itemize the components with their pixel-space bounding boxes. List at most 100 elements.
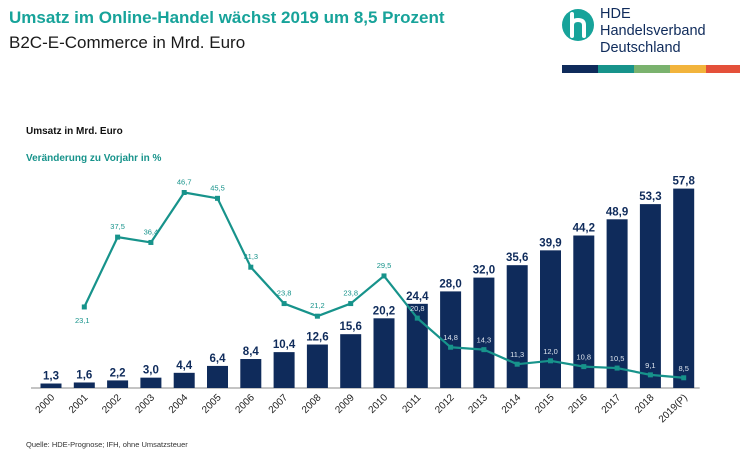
chart-title: Umsatz im Online-Handel wächst 2019 um 8… — [9, 8, 445, 27]
x-tick-label: 2004 — [167, 392, 191, 416]
hde-logo-text: HDE Handelsverband Deutschland — [600, 6, 706, 57]
bar — [406, 303, 428, 388]
line-point — [414, 315, 420, 321]
line-value-label: 20,8 — [410, 304, 425, 313]
line-point — [181, 190, 187, 196]
bar — [673, 188, 695, 388]
line-value-label: 37,5 — [110, 222, 125, 231]
bar — [639, 204, 661, 388]
x-tick-label: 2001 — [67, 392, 91, 416]
legend-revenue: Umsatz in Mrd. Euro — [26, 126, 123, 137]
line-point — [215, 195, 220, 201]
line-value-label: 31,3 — [243, 252, 258, 261]
line-value-label: 12,0 — [543, 347, 558, 356]
logo-stripe — [598, 65, 634, 73]
line-value-label: 14,8 — [443, 333, 458, 342]
bar — [240, 359, 262, 388]
x-tick-label: 2019(P) — [657, 392, 690, 425]
logo-line-1: HDE — [600, 6, 631, 22]
x-tick-label: 2018 — [633, 392, 657, 416]
bar — [606, 219, 628, 388]
x-tick-label: 2003 — [134, 392, 158, 416]
bar-value-label: 39,9 — [539, 237, 561, 249]
bar — [506, 265, 528, 388]
x-tick-label: 2006 — [233, 392, 257, 416]
line-point — [81, 304, 87, 310]
line-point — [314, 313, 320, 319]
hde-logo-icon — [562, 9, 594, 41]
line-point — [348, 301, 354, 307]
line-value-label: 10,8 — [576, 353, 591, 362]
x-tick-label: 2016 — [566, 392, 590, 416]
line-value-label: 29,5 — [377, 261, 392, 270]
line-point — [514, 361, 520, 367]
line-value-label: 23,1 — [75, 316, 90, 325]
bar-value-label: 57,8 — [673, 176, 696, 188]
line-point — [548, 358, 553, 364]
line-value-label: 9,1 — [645, 361, 655, 370]
bar — [473, 277, 495, 388]
line-point — [647, 372, 653, 378]
x-tick-label: 2002 — [100, 392, 124, 416]
line-point — [614, 365, 620, 371]
line-value-label: 14,3 — [477, 336, 492, 345]
bar-value-label: 24,4 — [406, 291, 429, 303]
bar-value-label: 28,0 — [439, 278, 461, 290]
bar — [306, 344, 328, 388]
hde-logo: HDE Handelsverband Deutschland — [558, 4, 740, 74]
bar-value-label: 2,2 — [110, 367, 126, 379]
logo-stripe — [706, 65, 740, 73]
bar-value-label: 3,0 — [143, 365, 159, 377]
bar-value-label: 53,3 — [639, 191, 661, 203]
x-tick-label: 2005 — [200, 392, 224, 416]
bar-value-label: 1,6 — [76, 369, 92, 381]
legend-change: Veränderung zu Vorjahr in % — [26, 153, 162, 164]
bar-value-label: 48,9 — [606, 206, 628, 218]
bar-value-label: 8,4 — [243, 346, 260, 358]
bar — [340, 334, 362, 388]
line-point — [581, 364, 587, 370]
bar — [73, 382, 95, 388]
x-tick-label: 2014 — [500, 392, 524, 416]
bar-value-label: 44,2 — [573, 223, 595, 235]
logo-stripe — [670, 65, 706, 73]
x-tick-label: 2009 — [333, 392, 357, 416]
x-tick-label: 2017 — [600, 392, 624, 416]
line-value-label: 36,4 — [144, 227, 159, 236]
bar-value-label: 32,0 — [473, 265, 495, 277]
bar-value-label: 12,6 — [306, 332, 328, 344]
bar — [540, 250, 561, 388]
bar — [373, 318, 395, 388]
bar — [273, 352, 295, 388]
bar — [40, 383, 62, 388]
bar-value-label: 6,4 — [210, 353, 227, 365]
x-tick-label: 2007 — [267, 392, 291, 416]
bar-value-label: 35,6 — [506, 252, 528, 264]
line-point — [248, 264, 254, 270]
bar-value-label: 1,3 — [43, 371, 59, 383]
line-point — [448, 344, 454, 350]
bar-value-label: 20,2 — [373, 305, 395, 317]
bar — [173, 372, 195, 388]
bar — [140, 377, 162, 388]
line-point — [281, 301, 287, 307]
line-point — [115, 234, 121, 240]
line-value-label: 23,8 — [343, 289, 358, 298]
x-tick-label: 2008 — [300, 392, 324, 416]
bar-value-label: 4,4 — [176, 360, 193, 372]
logo-color-stripes — [562, 65, 740, 73]
line-point — [481, 347, 487, 353]
line-point — [381, 273, 387, 279]
line-value-label: 8,5 — [678, 364, 688, 373]
bar — [573, 235, 595, 388]
chart-subtitle: B2C-E-Commerce in Mrd. Euro — [9, 33, 246, 52]
bar-value-label: 10,4 — [273, 339, 296, 351]
line-value-label: 45,5 — [210, 183, 225, 192]
bar — [107, 380, 129, 388]
x-tick-label: 2000 — [34, 392, 58, 416]
line-value-label: 11,3 — [510, 350, 524, 359]
source-note: Quelle: HDE-Prognose; IFH, ohne Umsatzst… — [26, 440, 188, 449]
logo-line-3: Deutschland — [600, 40, 681, 56]
line-point — [148, 239, 154, 245]
